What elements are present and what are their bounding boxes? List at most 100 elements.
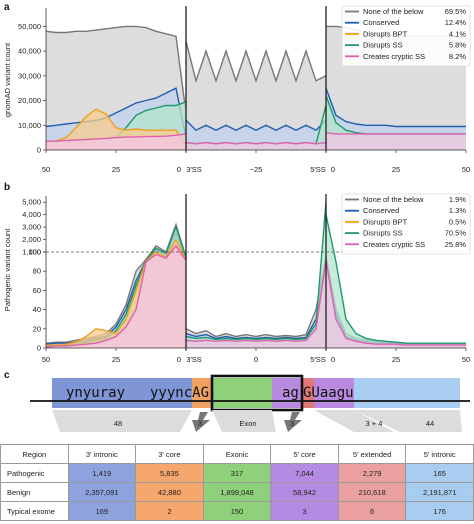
b-y-tick-label: 100 — [28, 248, 41, 257]
header-region: Region — [0, 444, 69, 464]
diagram-label: 3 + 4 — [366, 419, 383, 428]
b-legend-pct: 70.5% — [445, 229, 467, 238]
cell: 1,899,048 — [202, 482, 272, 502]
diagram-label: 44 — [426, 419, 434, 428]
a-y-tick-label: 30,000 — [18, 71, 41, 80]
diagram-label: 3 — [198, 419, 202, 428]
b-line-creates_cryptic_ss — [325, 260, 466, 346]
b-legend-label: Disrupts SS — [363, 229, 403, 238]
row-label: Benign — [0, 482, 69, 502]
diagram-label: Exon — [239, 419, 256, 428]
variant-count-table: Region 3′ intronic 3′ core Exonic 5′ cor… — [0, 444, 474, 521]
a-x-tick-label: 25 — [112, 165, 120, 174]
b-legend-pct: 1.9% — [449, 195, 466, 204]
a-line-creates_cryptic_ss — [45, 133, 187, 142]
b-legend-label: Disrupts BPT — [363, 217, 408, 226]
b-area-disrupts_ss — [186, 202, 326, 348]
b-line-creates_cryptic_ss — [185, 260, 327, 343]
a-y-tick-label: 40,000 — [18, 47, 41, 56]
b-area-creates_cryptic_ss — [46, 245, 186, 348]
a-x-tick-label: 0 — [177, 165, 181, 174]
cell: 210,618 — [337, 482, 407, 502]
a-area-creates_cryptic_ss — [326, 132, 466, 150]
b-legend-box — [341, 193, 471, 255]
a-line-creates_cryptic_ss — [325, 132, 466, 135]
header-exonic: Exonic — [202, 444, 272, 464]
a-line-creates_cryptic_ss — [185, 141, 327, 145]
header-5-intronic: 5′ intronic — [405, 444, 474, 464]
b-legend-pct: 0.5% — [449, 217, 466, 226]
b-line-none_of_the_below — [45, 222, 187, 344]
connector-2 — [212, 410, 276, 432]
b-y-tick-label: 5,000 — [22, 198, 41, 207]
a-legend-pct: 12.4% — [445, 18, 467, 27]
table-row: Typical exome 169 2 150 3 6 176 — [0, 501, 474, 521]
a-x-tick-label: 5′SS — [310, 165, 326, 174]
panel-c-letter: c — [4, 370, 10, 381]
panel-b-letter: b — [4, 182, 10, 193]
arrow-3-core-icon — [192, 412, 210, 432]
a-legend-label: Disrupts BPT — [363, 29, 408, 38]
a-legend-pct: 8.2% — [449, 52, 466, 61]
region-exon — [212, 378, 272, 408]
table-row: Pathogenic 1,419 5,835 317 7,044 2,279 1… — [0, 463, 474, 483]
b-y-tick-label: 60 — [33, 286, 41, 295]
a-line-disrupts_bpt — [45, 108, 187, 146]
a-legend-box — [341, 5, 471, 67]
b-line-disrupts_ss — [185, 202, 327, 341]
a-legend-pct: 4.1% — [449, 29, 466, 38]
a-y-tick-label: 50,000 — [18, 22, 41, 31]
a-legend-label: Conserved — [363, 18, 399, 27]
a-legend-pct: 5.8% — [449, 41, 466, 50]
arrow-5-core-icon — [284, 412, 302, 432]
b-legend-label: None of the below — [363, 195, 424, 204]
b-x-tick-label: 50 — [462, 355, 470, 364]
b-y-tick-label: 80 — [33, 267, 41, 276]
a-x-tick-label: 25 — [392, 165, 400, 174]
connector-0 — [52, 410, 192, 432]
a-y-tick-label: 10,000 — [18, 121, 41, 130]
chart-a: 0 10,000 20,000 30,000 40,000 50,000 gnomAD va… — [3, 5, 471, 174]
row-label: Typical exome — [0, 501, 69, 521]
a-legend-label: None of the below — [363, 7, 424, 16]
seq-right2: GUaagu — [303, 385, 354, 401]
b-line-none_of_the_below — [185, 256, 327, 338]
a-y-tick-label: 20,000 — [18, 96, 41, 105]
a-legend-label: Creates cryptic SS — [363, 52, 425, 61]
b-y-tick-label: 4,000 — [22, 210, 41, 219]
b-y-tick-label: 20 — [33, 324, 41, 333]
b-y-tick-label: 2,000 — [22, 235, 41, 244]
header-5-core: 5′ core — [270, 444, 339, 464]
b-area-creates_cryptic_ss — [186, 260, 326, 348]
a-line-none_of_the_below — [185, 41, 327, 84]
region-5-core — [272, 378, 302, 408]
a-x-tick-label: 3′SS — [186, 165, 202, 174]
a-line-conserved — [185, 119, 327, 132]
b-x-tick-label: 0 — [331, 355, 335, 364]
b-legend-label: Conserved — [363, 206, 399, 215]
header-3-intronic: 3′ intronic — [67, 444, 137, 464]
b-legend-pct: 25.8% — [445, 240, 467, 249]
cell: 58,942 — [270, 482, 339, 502]
a-area-creates_cryptic_ss — [46, 133, 186, 150]
cell: 1,419 — [67, 463, 137, 483]
seq-left: ynyuray — [66, 385, 125, 401]
a-line-none_of_the_below — [45, 25, 187, 113]
table-row: Benign 2,357,091 42,880 1,899,048 58,942… — [0, 482, 474, 502]
b-y-tick-label: 40 — [33, 305, 41, 314]
b-y-tick-label: 0 — [37, 344, 41, 353]
table-header-row: Region 3′ intronic 3′ core Exonic 5′ cor… — [0, 444, 474, 464]
b-x-tick-label: 5′SS — [310, 355, 326, 364]
a-legend-pct: 69.5% — [445, 7, 467, 16]
b-legend-pct: 1.3% — [449, 206, 466, 215]
cell: 2,279 — [337, 463, 407, 483]
cell: 150 — [202, 501, 272, 521]
panel-a-letter: a — [4, 2, 10, 13]
b-line-creates_cryptic_ss — [45, 244, 187, 348]
cell: 6 — [337, 501, 407, 521]
cell: 42,880 — [135, 482, 204, 502]
a-area-none_of_the_below — [186, 41, 326, 151]
a-x-tick-label: 0 — [331, 165, 335, 174]
